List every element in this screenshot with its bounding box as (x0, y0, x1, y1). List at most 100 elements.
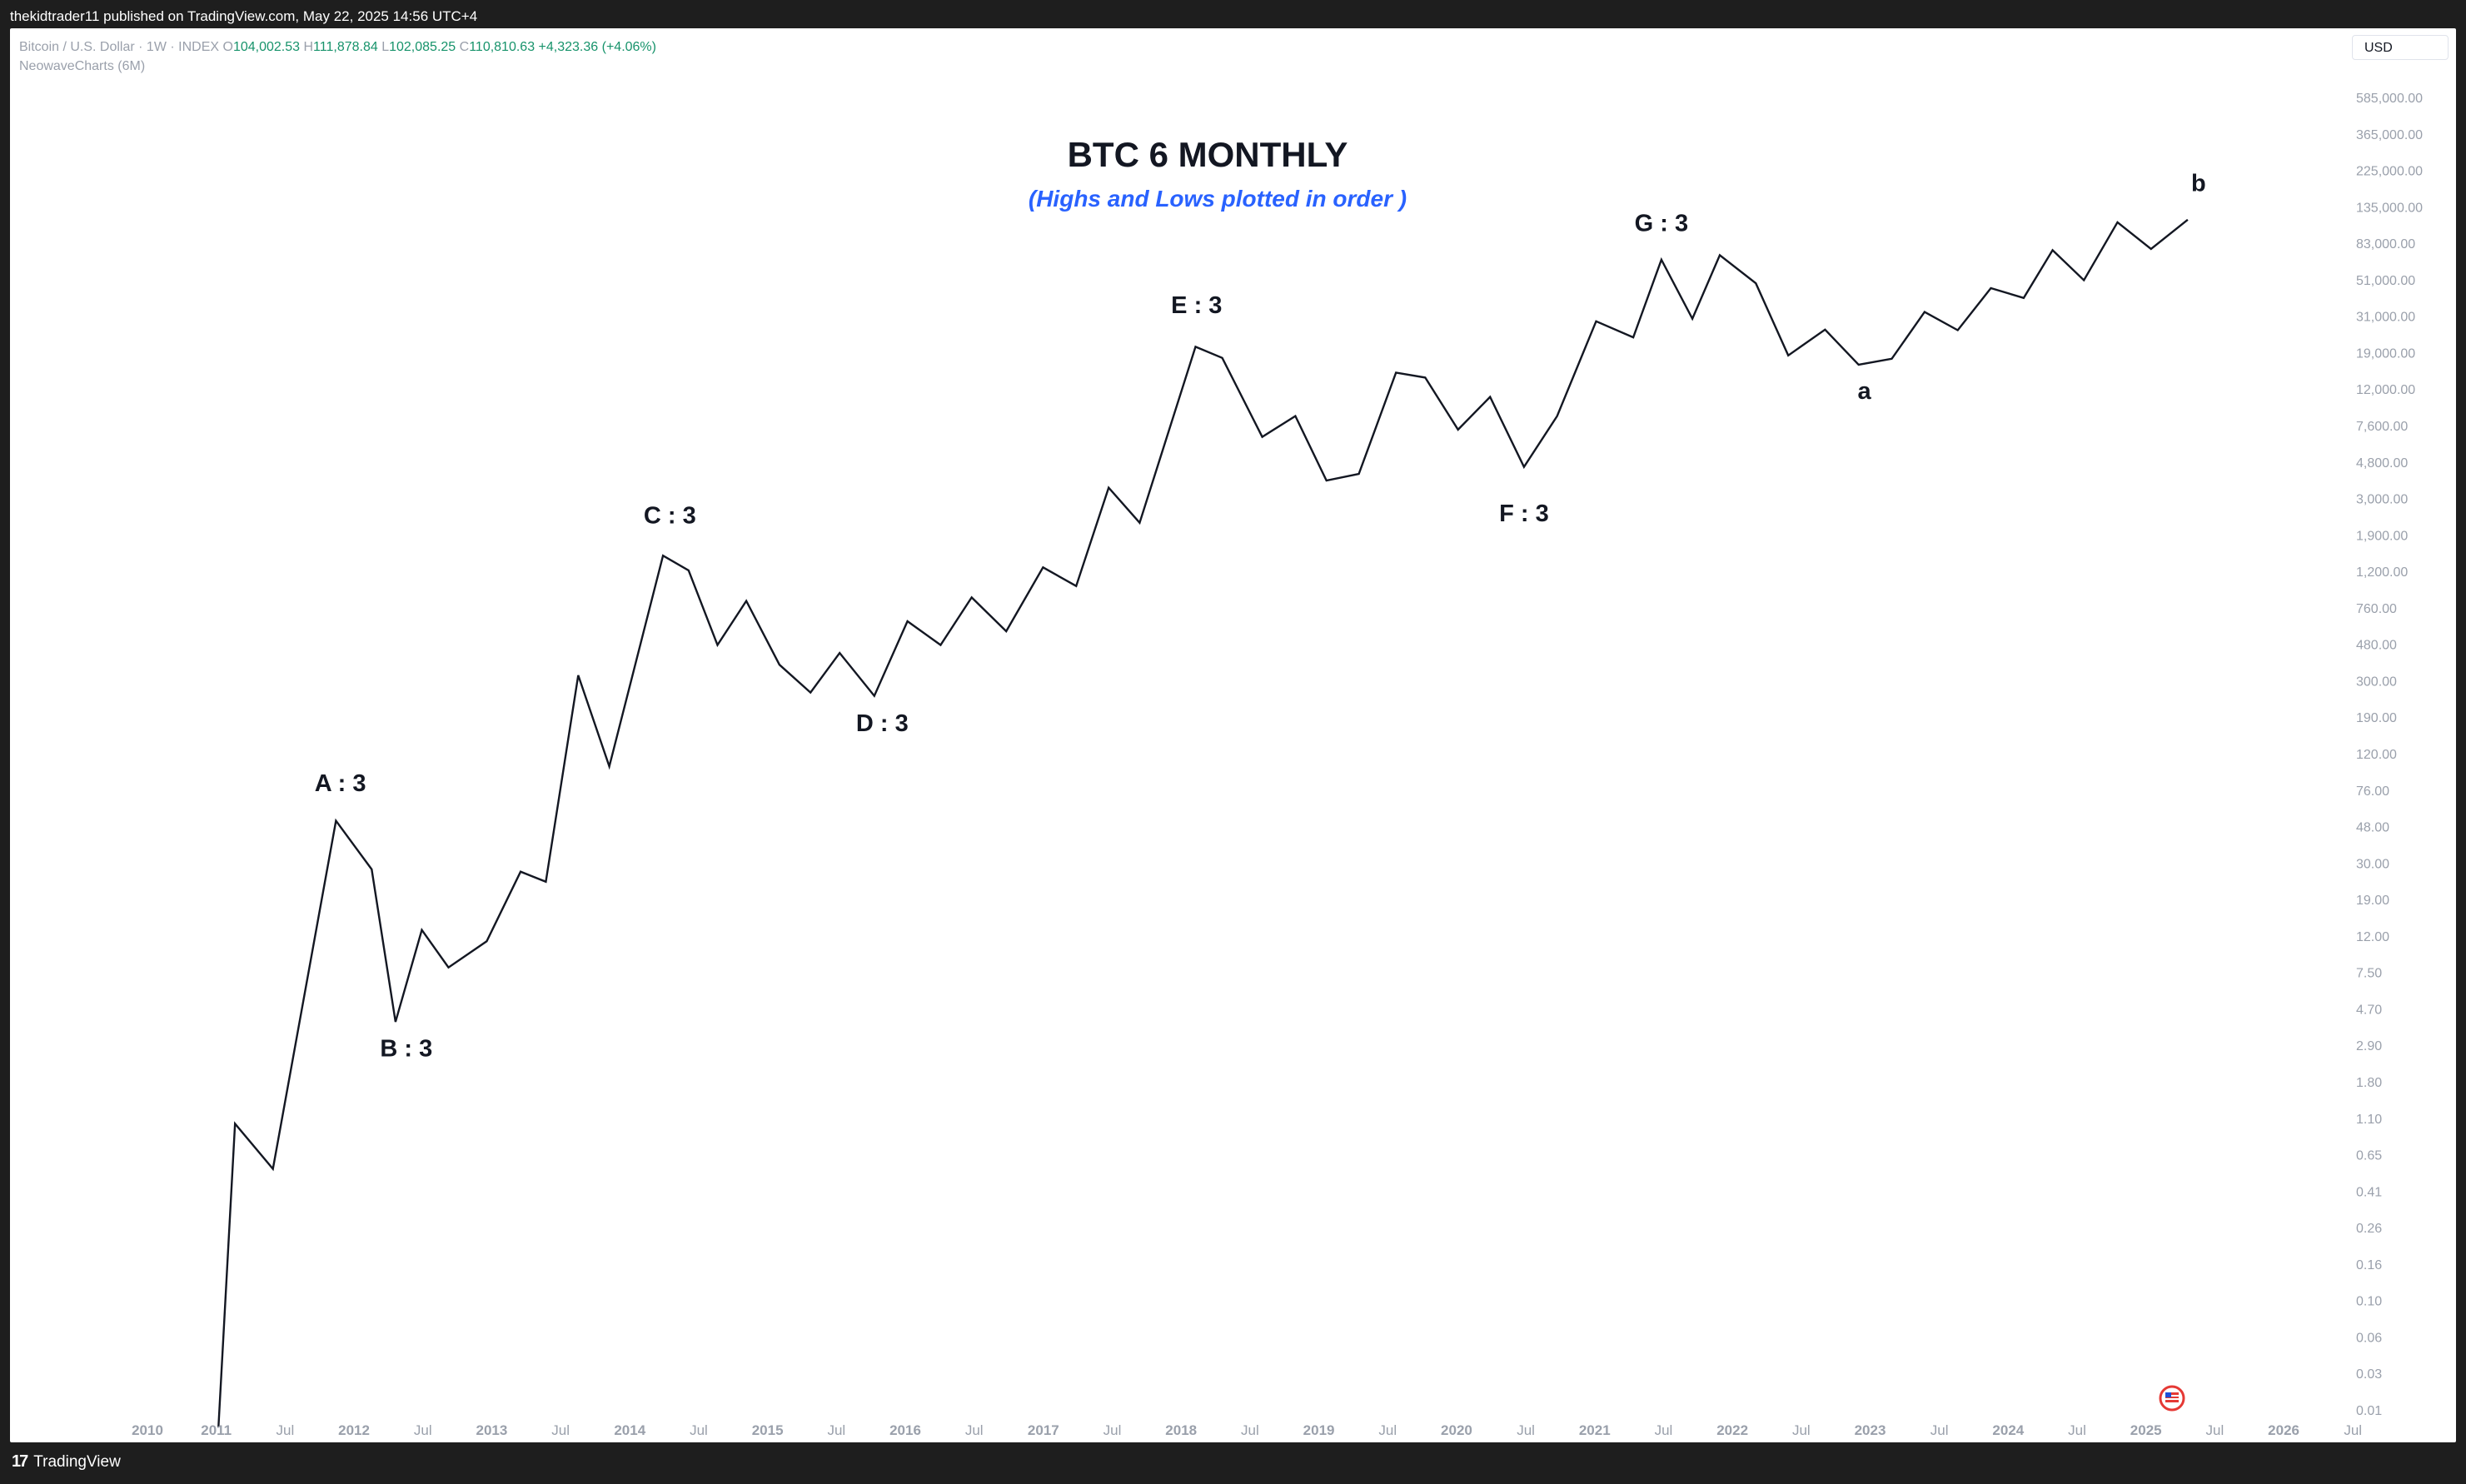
y-tick-label: 190.00 (2356, 711, 2397, 725)
wave-label: F : 3 (1499, 500, 1549, 527)
x-tick-label: 2017 (1028, 1422, 1059, 1438)
x-tick-label: Jul (1378, 1422, 1397, 1438)
y-tick-label: 365,000.00 (2356, 128, 2423, 142)
y-tick-label: 0.10 (2356, 1295, 2382, 1309)
x-tick-label: 2011 (201, 1422, 232, 1438)
x-tick-label: 2020 (1441, 1422, 1472, 1438)
y-tick-label: 12,000.00 (2356, 383, 2415, 397)
wave-label: A : 3 (315, 770, 366, 797)
wave-label: E : 3 (1171, 292, 1222, 319)
y-tick-label: 0.41 (2356, 1185, 2382, 1199)
x-tick-label: Jul (690, 1422, 708, 1438)
x-tick-label: 2015 (752, 1422, 784, 1438)
y-tick-label: 0.26 (2356, 1222, 2382, 1236)
x-tick-label: 2013 (476, 1422, 508, 1438)
indicator-label[interactable]: NeowaveCharts (6M) (19, 59, 146, 73)
x-tick-label: Jul (414, 1422, 432, 1438)
x-tick-label: Jul (827, 1422, 845, 1438)
high-value: 111,878.84 (313, 40, 378, 54)
y-tick-label: 1,200.00 (2356, 565, 2408, 580)
y-tick-label: 4,800.00 (2356, 456, 2408, 471)
x-tick-label: 2010 (132, 1422, 163, 1438)
low-value: 102,085.25 (389, 40, 456, 54)
y-tick-label: 3,000.00 (2356, 493, 2408, 507)
x-tick-label: Jul (1930, 1422, 1949, 1438)
x-tick-label: 2026 (2268, 1422, 2299, 1438)
symbol-name[interactable]: Bitcoin / U.S. Dollar · 1W · INDEX (19, 40, 220, 54)
wave-label: D : 3 (856, 710, 909, 737)
x-tick-label: Jul (1241, 1422, 1259, 1438)
y-tick-label: 4.70 (2356, 1003, 2382, 1017)
y-tick-label: 480.00 (2356, 639, 2397, 653)
y-tick-label: 135,000.00 (2356, 201, 2423, 215)
y-tick-label: 0.03 (2356, 1367, 2382, 1382)
x-tick-label: 2019 (1303, 1422, 1335, 1438)
currency-label: USD (2364, 41, 2393, 55)
x-tick-label: Jul (1655, 1422, 1673, 1438)
x-tick-label: 2023 (1855, 1422, 1886, 1438)
flag-icon (2159, 1385, 2185, 1412)
x-tick-label: 2021 (1579, 1422, 1611, 1438)
x-tick-label: 2025 (2130, 1422, 2162, 1438)
y-tick-label: 300.00 (2356, 675, 2397, 689)
x-tick-label: 2014 (614, 1422, 645, 1438)
publish-info: thekidtrader11 published on TradingView.… (10, 8, 478, 24)
y-tick-label: 0.65 (2356, 1149, 2382, 1163)
y-tick-label: 7.50 (2356, 967, 2382, 981)
x-tick-label: Jul (1517, 1422, 1535, 1438)
footer-bar: 17 TradingView (0, 1442, 2466, 1484)
x-tick-label: Jul (965, 1422, 984, 1438)
y-tick-label: 760.00 (2356, 602, 2397, 616)
y-tick-label: 0.06 (2356, 1331, 2382, 1345)
open-value: 104,002.53 (232, 40, 301, 54)
x-tick-label: Jul (2068, 1422, 2086, 1438)
x-tick-label: 2016 (889, 1422, 921, 1438)
x-tick-label: 2018 (1165, 1422, 1197, 1438)
tradingview-brand[interactable]: 17 TradingView (12, 1452, 121, 1472)
wave-label: b (2191, 170, 2206, 197)
y-tick-label: 0.16 (2356, 1258, 2382, 1272)
x-tick-label: Jul (551, 1422, 570, 1438)
chart-panel[interactable]: A : 3 B : 3 C : 3 D : 3 E : 3 F : 3 G : 3 a b 58… (10, 28, 2456, 1442)
close-value: 110,810.63 (469, 40, 536, 54)
x-tick-label: Jul (1103, 1422, 1122, 1438)
wave-label: a (1858, 378, 1872, 405)
tradingview-logo-icon: 17 (12, 1452, 28, 1471)
y-tick-label: 225,000.00 (2356, 165, 2423, 179)
brand-name: TradingView (33, 1452, 121, 1471)
currency-selector[interactable]: USD (2352, 35, 2449, 60)
y-tick-label: 30.00 (2356, 857, 2389, 871)
chart-canvas[interactable]: A : 3 B : 3 C : 3 D : 3 E : 3 F : 3 G : 3 a b 58… (10, 28, 2456, 1442)
x-tick-label: 2024 (1992, 1422, 2024, 1438)
chart-subtitle: (Highs and Lows plotted in order ) (1029, 186, 1407, 212)
y-tick-label: 19.00 (2356, 894, 2389, 908)
y-tick-label: 7,600.00 (2356, 420, 2408, 434)
x-tick-label: 2022 (1716, 1422, 1748, 1438)
y-tick-label: 31,000.00 (2356, 311, 2415, 325)
price-line (217, 218, 2189, 1427)
y-tick-label: 585,000.00 (2356, 92, 2423, 106)
x-tick-label: Jul (2344, 1422, 2362, 1438)
x-tick-label: Jul (2206, 1422, 2224, 1438)
wave-label: C : 3 (644, 502, 696, 529)
x-tick-label: Jul (276, 1422, 295, 1438)
y-tick-label: 1,900.00 (2356, 529, 2408, 543)
change-value: +4,323.36 (+4.06%) (538, 40, 656, 54)
y-tick-label: 83,000.00 (2356, 237, 2415, 251)
x-tick-label: Jul (1792, 1422, 1811, 1438)
symbol-legend: Bitcoin / U.S. Dollar · 1W · INDEX O104,… (19, 37, 656, 76)
y-tick-label: 120.00 (2356, 748, 2397, 762)
wave-label: G : 3 (1635, 211, 1688, 237)
y-tick-label: 2.90 (2356, 1039, 2382, 1053)
chart-title: BTC 6 MONTHLY (1068, 135, 1348, 174)
y-tick-label: 1.10 (2356, 1113, 2382, 1127)
y-tick-label: 12.00 (2356, 930, 2389, 944)
y-tick-label: 76.00 (2356, 784, 2389, 799)
y-tick-label: 51,000.00 (2356, 274, 2415, 288)
y-tick-label: 0.01 (2356, 1404, 2382, 1418)
y-tick-label: 48.00 (2356, 821, 2389, 835)
y-tick-label: 1.80 (2356, 1076, 2382, 1090)
y-tick-label: 19,000.00 (2356, 346, 2415, 361)
wave-label: B : 3 (380, 1036, 432, 1063)
x-tick-label: 2012 (338, 1422, 370, 1438)
